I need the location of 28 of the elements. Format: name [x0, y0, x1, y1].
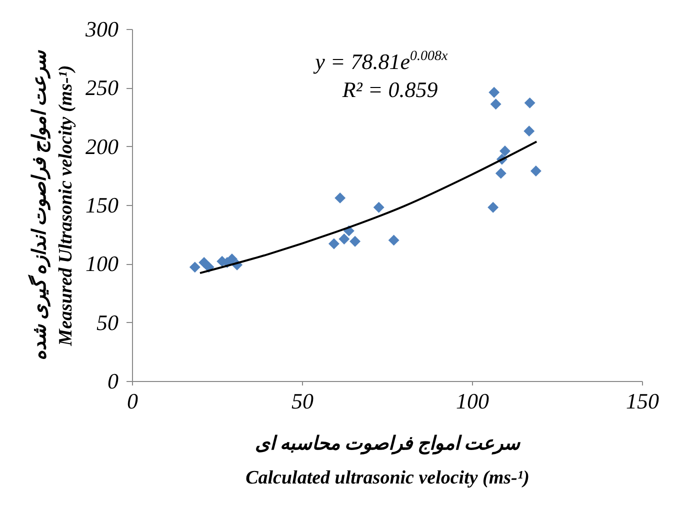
point [388, 234, 400, 246]
x-tick-label: 150 [626, 388, 659, 414]
point [524, 97, 536, 108]
y-tick-label: 0 [108, 368, 118, 394]
point [350, 236, 361, 247]
y-tick-label: 250 [86, 75, 118, 100]
y-tick-label: 50 [96, 310, 118, 335]
point [524, 126, 535, 137]
point [490, 98, 502, 110]
point [488, 202, 499, 213]
point [226, 253, 238, 264]
x-tick-label: 0 [127, 388, 138, 414]
point [488, 86, 500, 98]
point [328, 238, 340, 250]
x-tick-label: 100 [456, 388, 489, 414]
y-tick-label: 150 [86, 192, 118, 218]
y-tick-label: 200 [86, 134, 118, 159]
y-tick-label: 100 [86, 251, 118, 276]
x-tick-label: 50 [292, 388, 314, 414]
annotation: R² = 0.859 [341, 77, 438, 102]
y-tick-label: 300 [84, 16, 118, 42]
point [530, 165, 542, 176]
point [334, 192, 346, 204]
point [189, 262, 200, 273]
point [500, 146, 510, 157]
point [373, 202, 384, 213]
point [495, 168, 506, 179]
point [338, 234, 350, 245]
